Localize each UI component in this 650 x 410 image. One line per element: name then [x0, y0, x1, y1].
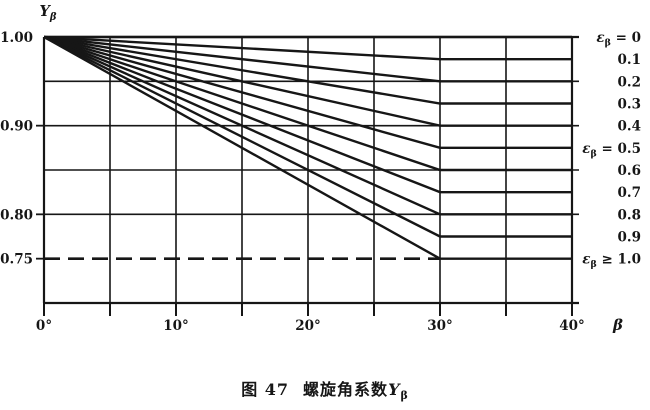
legend-label-eps-0.1: 0.1 — [618, 52, 642, 68]
legend-label-eps-≥1.0: εβ ≥ 1.0 — [582, 252, 641, 271]
series-line-eps-0.2 — [43, 35, 572, 83]
figure-title: 螺旋角系数 — [303, 380, 389, 399]
legend-label-eps-0: εβ = 0 — [596, 30, 641, 49]
legend-label-eps-0.9: 0.9 — [618, 230, 642, 246]
figure-title-symbol-subscript: β — [400, 389, 409, 403]
series-line-eps-≥1.0 — [43, 35, 572, 260]
y-tick-label: 0.75 — [0, 252, 33, 268]
x-tick-label: 30° — [427, 318, 453, 334]
legend-label-eps-0.6: 0.6 — [618, 163, 642, 179]
series-line-eps-0.3 — [43, 35, 572, 105]
series-line-eps-0.1 — [43, 35, 572, 61]
x-tick-label: 10° — [163, 318, 189, 334]
y-tick-label: 1.00 — [0, 30, 33, 46]
legend-label-eps-0.2: 0.2 — [618, 74, 642, 90]
legend-label-eps-0.3: 0.3 — [618, 97, 642, 113]
x-tick-label: 20° — [295, 318, 321, 334]
series-line-eps-0.8 — [43, 35, 572, 216]
series-line-eps-0.9 — [43, 35, 572, 238]
legend-label-eps-0.5: εβ = 0.5 — [582, 141, 641, 160]
x-tick-label: 0° — [36, 318, 52, 334]
y-axis-title: Yβ — [40, 3, 57, 23]
legend-label-eps-0.8: 0.8 — [618, 207, 642, 223]
series-line-eps-0.6 — [43, 35, 572, 172]
figure-caption: 图 47 螺旋角系数Yβ — [0, 376, 650, 402]
chart-canvas: 1.00 0.90 0.80 0.75 0° 10° 20° 30° 40° Yβ β εβ = 0 0… — [0, 3, 642, 334]
legend-label-eps-0.4: 0.4 — [618, 119, 642, 135]
x-tick-label: 40° — [559, 318, 585, 334]
y-tick-label: 0.90 — [0, 119, 33, 135]
series-line-eps-0.4 — [43, 35, 572, 127]
series-line-eps-0.5 — [43, 35, 572, 150]
figure-number: 图 47 — [241, 380, 290, 399]
x-axis-title: β — [612, 316, 623, 334]
series-line-eps-0.7 — [43, 35, 572, 194]
legend-label-eps-0.7: 0.7 — [618, 185, 642, 201]
figure-title-symbol: Y — [388, 380, 401, 399]
y-tick-label: 0.80 — [0, 207, 33, 223]
